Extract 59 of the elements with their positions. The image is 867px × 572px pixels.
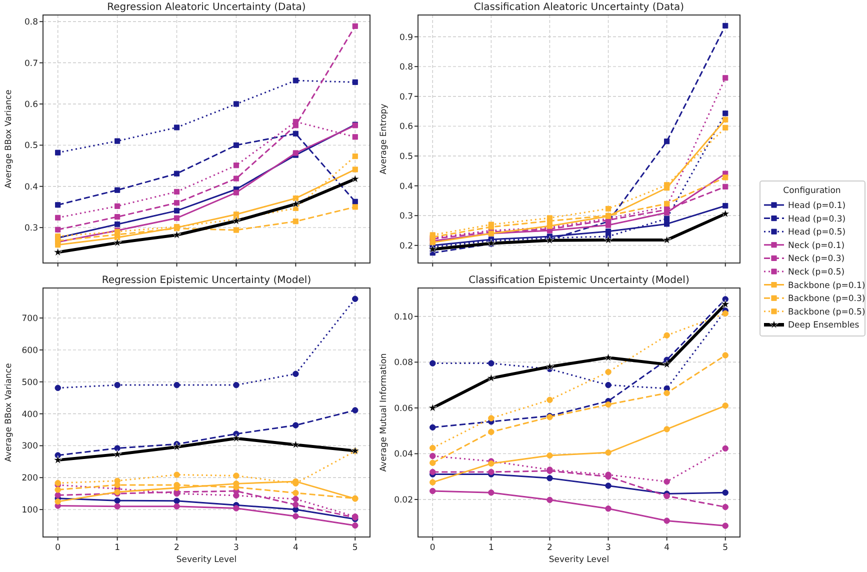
y-tick-label: 300: [22, 442, 38, 452]
y-axis-title: Average BBox Variance: [4, 363, 14, 462]
x-tick-label: 4: [292, 543, 298, 553]
y-tick-label: 0.3: [399, 212, 413, 222]
y-tick-label: 0.7: [399, 92, 413, 102]
y-tick-label: 0.06: [394, 404, 413, 414]
chart-title: Classification Epistemic Uncertainty (Model): [468, 275, 690, 286]
legend-label: Neck (p=0.1): [788, 240, 845, 251]
x-tick-label: 5: [352, 543, 358, 553]
y-tick-label: 0.6: [399, 122, 413, 132]
y-axis-title: Average Mutual Information: [379, 353, 389, 472]
y-tick-label: 0.8: [24, 18, 38, 28]
x-tick-label: 2: [174, 543, 180, 553]
y-axis-title: Average Entropy: [379, 104, 389, 174]
legend-label: Backbone (p=0.1): [788, 280, 866, 291]
y-tick-label: 0.4: [24, 182, 38, 192]
y-tick-label: 0.10: [394, 312, 413, 322]
y-tick-label: 0.6: [24, 100, 38, 110]
y-tick-label: 0.5: [24, 141, 38, 152]
y-tick-label: 200: [22, 474, 38, 484]
legend-label: Head (p=0.1): [788, 201, 846, 211]
y-tick-label: 0.9: [399, 32, 413, 43]
legend-label: Backbone (p=0.5): [788, 307, 866, 318]
chart-title: Regression Epistemic Uncertainty (Model): [102, 275, 312, 286]
y-tick-label: 0.4: [399, 182, 413, 192]
y-tick-label: 0.5: [399, 152, 413, 162]
y-tick-label: 700: [22, 314, 38, 324]
x-tick-label: 5: [722, 543, 728, 553]
legend-title: Configuration: [783, 186, 841, 196]
x-tick-label: 4: [664, 543, 670, 553]
legend-label: Head (p=0.3): [788, 214, 846, 224]
y-tick-label: 0.02: [394, 495, 413, 506]
legend-label: Deep Ensembles: [788, 320, 860, 331]
legend-label: Head (p=0.5): [788, 228, 846, 238]
y-tick-label: 400: [22, 410, 38, 420]
y-tick-label: 100: [22, 506, 38, 516]
x-tick-label: 2: [547, 543, 552, 553]
y-tick-label: 500: [22, 378, 38, 388]
legend-label: Neck (p=0.5): [788, 268, 845, 278]
y-tick-label: 0.8: [399, 62, 413, 73]
legend-label: Backbone (p=0.3): [788, 294, 866, 304]
y-tick-label: 600: [22, 346, 38, 356]
y-tick-label: 0.7: [24, 58, 38, 69]
x-axis-title: Severity Level: [548, 555, 610, 565]
y-tick-label: 0.08: [394, 358, 413, 368]
x-tick-label: 3: [234, 543, 239, 553]
y-axis-title: Average BBox Variance: [4, 90, 14, 188]
x-tick-label: 3: [606, 543, 611, 553]
y-tick-label: 0.3: [24, 224, 38, 234]
chart-title: Classification Aleatoric Uncertainty (Data): [474, 2, 684, 13]
y-tick-label: 0.2: [399, 241, 413, 252]
x-axis-title: Severity Level: [176, 555, 237, 565]
x-tick-label: 0: [55, 543, 61, 553]
x-tick-label: 1: [114, 543, 120, 553]
y-tick-label: 0.04: [394, 450, 413, 460]
x-tick-label: 1: [488, 543, 494, 553]
chart-title: Regression Aleatoric Uncertainty (Data): [107, 2, 306, 13]
x-tick-label: 0: [430, 543, 436, 553]
legend-label: Neck (p=0.3): [788, 254, 845, 264]
